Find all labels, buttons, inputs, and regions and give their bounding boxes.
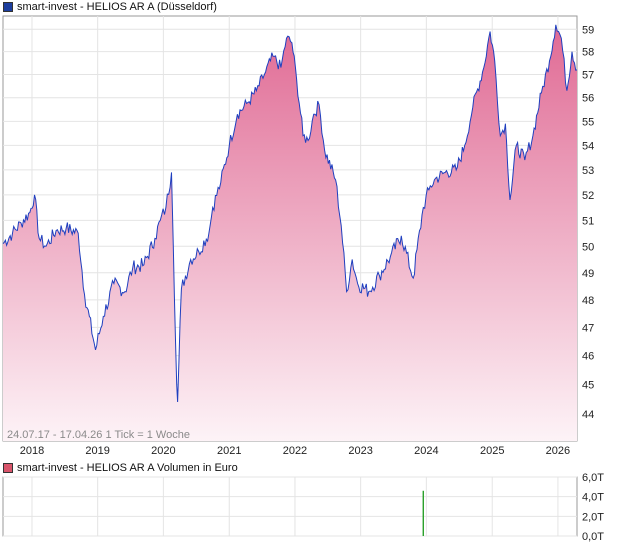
price-panel: 2018 2019 2020 2021 2022 2023 2024 2025 2026 44 45… bbox=[2, 15, 594, 457]
volume-y-tick-label: 0,0T bbox=[582, 531, 604, 543]
price-line bbox=[2, 24, 578, 403]
volume-legend: smart-invest - HELIOS AR A Volumen in Eu… bbox=[3, 461, 238, 475]
y-tick-label: 45 bbox=[582, 379, 594, 391]
price-legend: smart-invest - HELIOS AR A (Düsseldorf) bbox=[3, 0, 217, 14]
x-tick-label: 2024 bbox=[414, 445, 438, 457]
volume-legend-swatch bbox=[3, 463, 13, 473]
x-tick-label: 2025 bbox=[480, 445, 504, 457]
x-tick-label: 2022 bbox=[283, 445, 307, 457]
volume-plot-frame bbox=[2, 476, 578, 537]
x-tick-label: 2018 bbox=[20, 445, 44, 457]
y-tick-label: 44 bbox=[582, 409, 594, 421]
y-tick-label: 48 bbox=[582, 295, 594, 307]
y-tick-label: 54 bbox=[582, 140, 594, 152]
volume-y-tick-label: 4,0T bbox=[582, 492, 604, 504]
x-tick-label: 2026 bbox=[546, 445, 570, 457]
price-legend-label: smart-invest - HELIOS AR A (Düsseldorf) bbox=[17, 1, 217, 13]
price-area bbox=[3, 24, 577, 442]
y-tick-label: 50 bbox=[582, 241, 594, 253]
y-tick-label: 52 bbox=[582, 190, 594, 202]
y-tick-label: 58 bbox=[582, 47, 594, 59]
x-tick-label: 2019 bbox=[85, 445, 109, 457]
y-tick-label: 51 bbox=[582, 215, 594, 227]
y-tick-label: 56 bbox=[582, 93, 594, 105]
volume-legend-label: smart-invest - HELIOS AR A Volumen in Eu… bbox=[17, 462, 238, 474]
y-tick-label: 49 bbox=[582, 268, 594, 280]
date-range-footer: 24.07.17 - 17.04.26 1 Tick = 1 Woche bbox=[7, 429, 190, 441]
y-tick-label: 59 bbox=[582, 24, 594, 36]
volume-y-tick-label: 2,0T bbox=[582, 511, 604, 523]
volume-panel: 0,0T 2,0T 4,0T 6,0T bbox=[2, 472, 604, 543]
y-tick-label: 46 bbox=[582, 351, 594, 363]
x-tick-label: 2023 bbox=[348, 445, 372, 457]
y-tick-label: 55 bbox=[582, 116, 594, 128]
y-tick-label: 47 bbox=[582, 322, 594, 334]
y-tick-label: 53 bbox=[582, 165, 594, 177]
volume-y-tick-label: 6,0T bbox=[582, 472, 604, 484]
x-tick-label: 2021 bbox=[217, 445, 241, 457]
y-tick-label: 57 bbox=[582, 69, 594, 81]
x-tick-label: 2020 bbox=[151, 445, 175, 457]
volume-bar bbox=[422, 490, 424, 536]
price-legend-swatch bbox=[3, 2, 13, 12]
